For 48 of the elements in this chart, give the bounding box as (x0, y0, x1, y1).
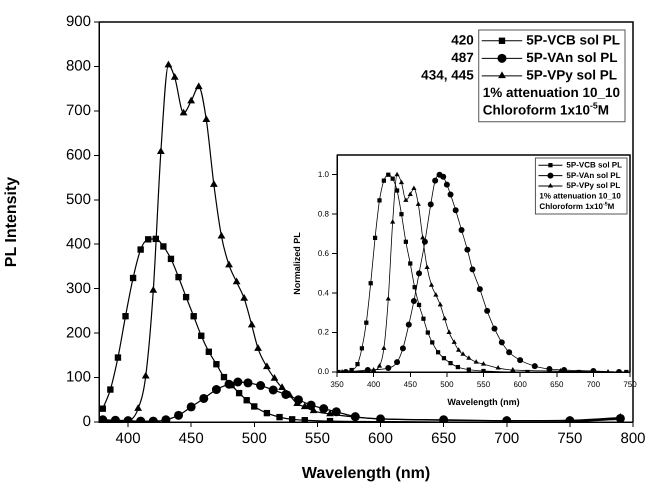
annotation: 1% attenuation 10_10 (539, 192, 622, 201)
legend-label: 5P-VAn sol PL (526, 50, 618, 66)
y-tick-label: 700 (66, 102, 91, 120)
y-tick-label: 400 (66, 235, 91, 252)
y-tick-label: 200 (66, 324, 91, 342)
y-tick-label: 100 (66, 368, 91, 386)
x-axis-title: Wavelength (nm) (302, 464, 430, 482)
y-tick-label: 1.0 (318, 170, 330, 179)
x-tick-label: 550 (304, 430, 330, 448)
legend-label: 5P-VPy sol PL (566, 181, 620, 190)
x-tick-label: 700 (586, 380, 601, 390)
y-axis-title: PL Intensity (3, 176, 20, 268)
x-tick-label: 450 (404, 380, 418, 390)
legend-label: 5P-VCB sol PL (566, 160, 622, 170)
x-tick-label: 650 (550, 380, 564, 390)
legend-label: 5P-VAn sol PL (566, 170, 621, 180)
y-tick-label: 0.4 (318, 288, 330, 298)
y-tick-label: 0 (82, 413, 91, 430)
x-tick-label: 400 (366, 380, 381, 390)
x-tick-label: 550 (476, 380, 491, 390)
x-axis-title: Wavelength (nm) (447, 397, 520, 408)
legend-label: 5P-VCB sol PL (526, 32, 620, 48)
annotation: 487 (451, 50, 474, 66)
annotation: 1% attenuation 10_10 (482, 85, 620, 100)
annotation: 420 (451, 32, 474, 48)
y-tick-label: 600 (66, 146, 91, 164)
x-tick-label: 750 (557, 430, 582, 448)
y-tick-label: 500 (66, 190, 91, 208)
x-tick-label: 400 (116, 430, 141, 448)
x-tick-label: 450 (178, 430, 204, 448)
x-tick-label: 350 (330, 380, 344, 390)
x-tick-label: 500 (440, 380, 454, 390)
x-tick-label: 700 (494, 430, 520, 448)
y-tick-label: 800 (66, 58, 91, 75)
y-axis-title: Normalized PL (292, 232, 302, 295)
y-tick-label: 300 (66, 280, 91, 297)
y-tick-label: 0.8 (318, 209, 330, 218)
x-tick-label: 800 (620, 430, 646, 448)
y-tick-label: 0.0 (318, 367, 330, 376)
x-tick-label: 500 (242, 430, 267, 448)
y-tick-label: 0.2 (318, 328, 330, 337)
x-tick-label: 600 (368, 430, 394, 448)
legend-label: 5P-VPy sol PL (526, 68, 618, 83)
y-tick-label: 0.6 (318, 248, 330, 258)
annotation: 434, 445 (421, 68, 474, 83)
x-tick-label: 600 (513, 380, 528, 390)
x-tick-label: 650 (431, 430, 456, 448)
y-tick-label: 900 (66, 13, 91, 30)
